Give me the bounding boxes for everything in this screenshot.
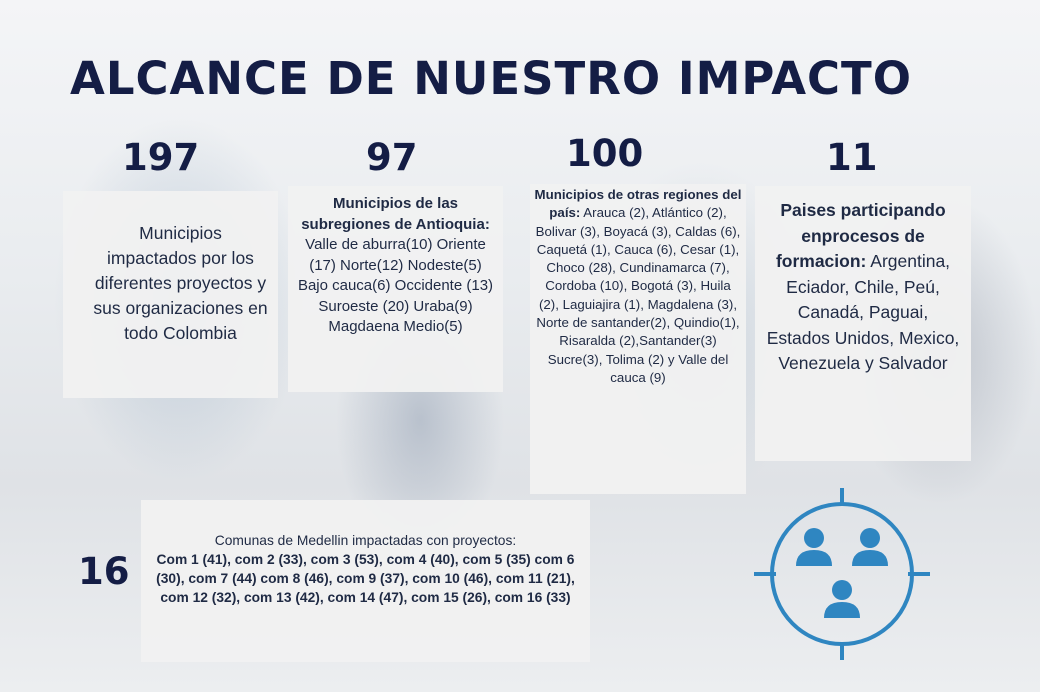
stat-card-text: Argentina, Eciador, Chile, Peú, Canadá, … — [766, 251, 960, 373]
stat-card-antioquia: Municipios de las subregiones de Antioqu… — [288, 186, 503, 392]
comunas-lead: Comunas de Medellin impactadas con proye… — [214, 533, 517, 548]
stat-card-heading: Municipios de otras regiones del país: — [534, 187, 742, 221]
stat-number-paises: 11 — [826, 136, 878, 179]
stat-card-paises: Paises participando enprocesos de formac… — [755, 186, 971, 461]
page-title: ALCANCE DE NUESTRO IMPACTO — [70, 52, 912, 105]
stat-card-heading: Paises participando enprocesos de formac… — [775, 200, 946, 271]
target-group-icon — [752, 486, 932, 662]
stat-card-otras-regiones: Municipios de otras regiones del país: A… — [530, 184, 746, 494]
stat-card-text: Arauca (2), Atlántico (2), Bolivar (3), … — [535, 205, 741, 385]
stat-number-antioquia: 97 — [366, 136, 418, 179]
stat-card-text: Valle de aburra(10) Oriente (17) Norte(1… — [297, 236, 494, 335]
stat-number-otras-regiones: 100 — [566, 132, 644, 175]
stat-card-text: Municipios impactados por los diferentes… — [93, 223, 268, 343]
stat-number-comunas: 16 — [78, 550, 130, 593]
stat-card-colombia: Municipios impactados por los diferentes… — [63, 191, 278, 398]
stat-card-heading: Municipios de las subregiones de Antioqu… — [301, 195, 490, 233]
comunas-list: Com 1 (41), com 2 (33), com 3 (53), com … — [156, 552, 575, 605]
stat-card-comunas: Comunas de Medellin impactadas con proye… — [141, 500, 590, 662]
stat-number-municipios-colombia: 197 — [122, 136, 200, 179]
